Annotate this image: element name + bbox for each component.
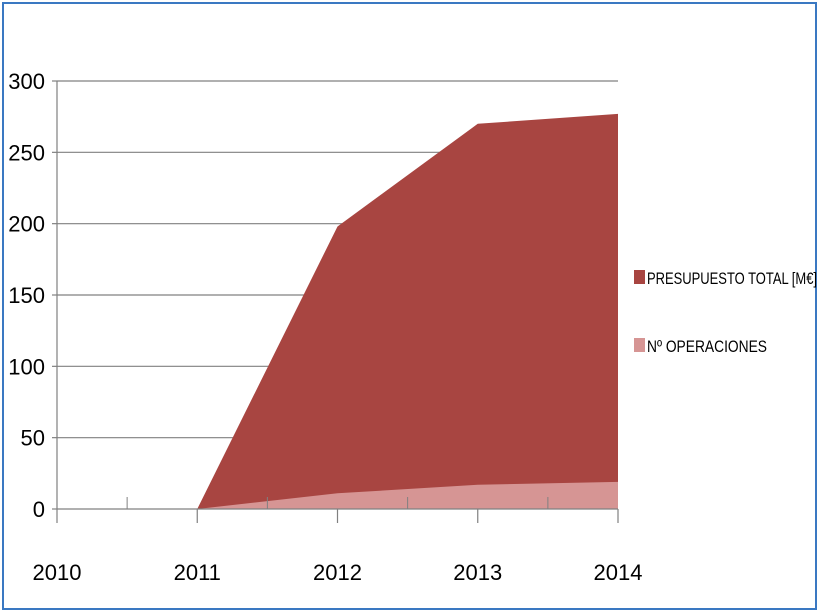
y-tick-label-50: 50 xyxy=(21,426,45,451)
axes xyxy=(52,80,619,523)
y-tick-labels: 0 50 100 150 200 250 300 xyxy=(8,69,45,522)
x-tick-label-2013: 2013 xyxy=(453,560,502,585)
legend-label-1: Nº OPERACIONES xyxy=(647,337,767,356)
y-tick-label-100: 100 xyxy=(8,354,45,379)
y-tick-label-300: 300 xyxy=(8,69,45,94)
x-tick-label-2010: 2010 xyxy=(33,560,82,585)
legend-label-0: PRESUPUESTO TOTAL [M€] xyxy=(647,269,817,288)
y-tick-label-200: 200 xyxy=(8,212,45,237)
y-tick-label-0: 0 xyxy=(33,497,45,522)
x-tick-labels: 2010 2011 2012 2013 2014 xyxy=(33,560,643,585)
x-tick-label-2011: 2011 xyxy=(174,560,221,585)
legend-swatch-1 xyxy=(634,338,645,352)
x-tick-label-2012: 2012 xyxy=(313,560,362,585)
y-tick-label-250: 250 xyxy=(8,140,45,165)
series-areas xyxy=(57,113,618,510)
x-tick-label-2014: 2014 xyxy=(594,560,643,585)
legend-swatch-0 xyxy=(634,270,645,284)
legend: PRESUPUESTO TOTAL [M€] Nº OPERACIONES xyxy=(634,269,817,356)
series-area-1 xyxy=(57,481,618,509)
y-tick-label-150: 150 xyxy=(8,283,45,308)
series-area-0 xyxy=(57,113,618,510)
